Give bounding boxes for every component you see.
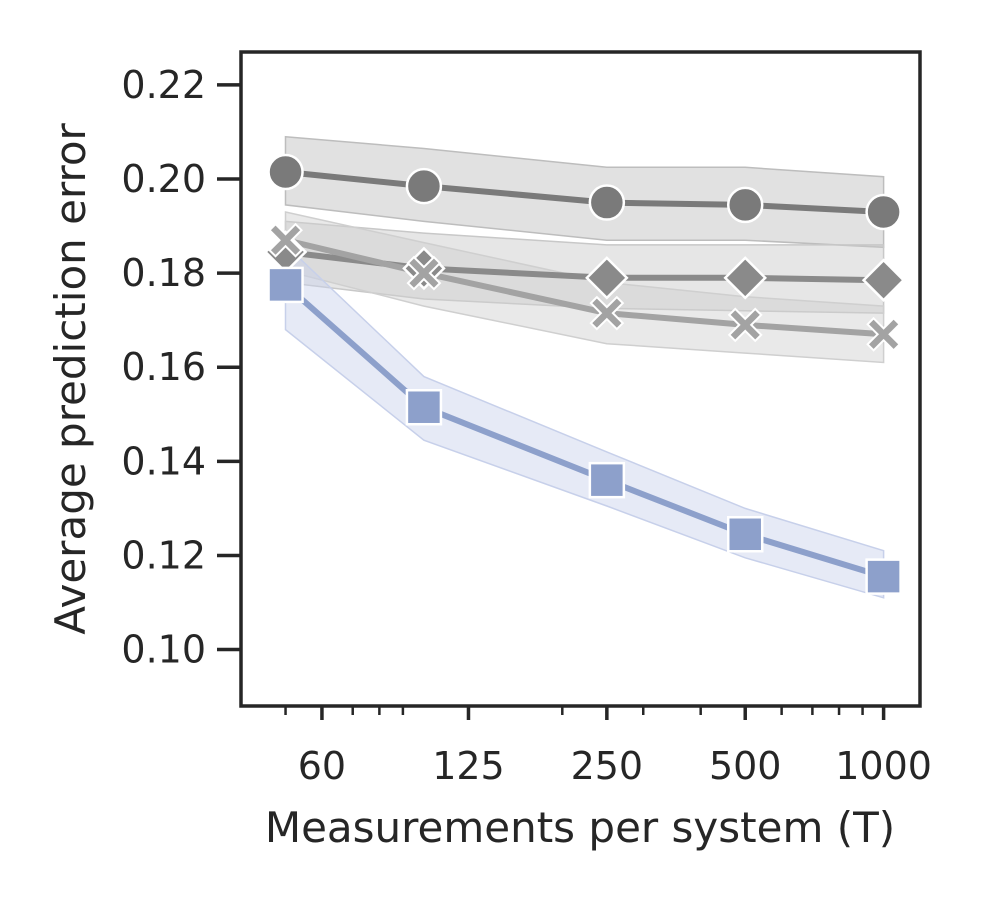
series-2-point-2 xyxy=(589,295,625,331)
x-tick-label: 60 xyxy=(298,744,346,788)
plot-frame xyxy=(239,50,922,708)
series-2-point-3 xyxy=(727,307,763,343)
series-3-band xyxy=(284,243,885,599)
y-tick-label: 0.20 xyxy=(121,157,206,201)
y-tick-label: 0.10 xyxy=(121,628,206,672)
series-0-point-2 xyxy=(588,184,626,221)
y-axis-title: Average prediction error xyxy=(46,122,95,634)
series-3-point-1 xyxy=(405,388,443,426)
series-0-point-4 xyxy=(865,193,902,231)
y-axis: 0.10 0.12 0.14 0.16 0.18 0.20 0.22 xyxy=(121,63,241,672)
series-3-point-3 xyxy=(726,516,764,553)
x-tick-label: 500 xyxy=(709,744,782,788)
y-tick-label: 0.22 xyxy=(121,63,206,107)
series-0-point-0 xyxy=(267,153,304,191)
x-axis-title: Measurements per system (T) xyxy=(265,803,895,852)
series-0-point-1 xyxy=(405,167,443,205)
series-1-point-3 xyxy=(723,256,767,300)
series-0-point-3 xyxy=(726,186,764,224)
y-tick-label: 0.12 xyxy=(121,533,206,577)
series-1-point-2 xyxy=(585,256,629,300)
x-tick-label: 125 xyxy=(432,744,505,788)
series-2-point-1 xyxy=(406,255,442,291)
y-tick-label: 0.16 xyxy=(121,345,206,389)
series-3-point-0 xyxy=(267,266,304,304)
series-2-point-4 xyxy=(866,316,902,352)
series-3-point-2 xyxy=(588,461,626,499)
series-3-point-4 xyxy=(865,558,902,595)
x-tick-label: 250 xyxy=(571,744,644,788)
y-tick-label: 0.18 xyxy=(121,251,206,295)
series-markers xyxy=(263,153,906,595)
series-1-point-4 xyxy=(861,258,906,302)
series-2-point-0 xyxy=(268,222,303,258)
x-tick-label: 1000 xyxy=(835,744,932,788)
y-tick-label: 0.14 xyxy=(121,439,206,483)
x-axis: 60 125 250 500 1000 xyxy=(284,706,932,788)
